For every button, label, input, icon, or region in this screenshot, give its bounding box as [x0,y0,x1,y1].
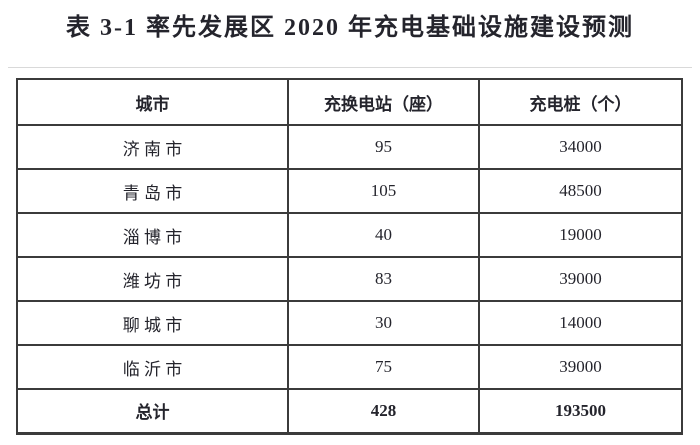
piles-cell: 39000 [478,344,683,390]
piles-cell: 39000 [478,256,683,302]
total-row: 总计 428 193500 [16,388,683,435]
forecast-table: 城市 充换电站（座） 充电桩（个） 济 南 市 95 34000 青 岛 市 1… [16,78,683,435]
stations-cell: 95 [287,124,480,170]
table-caption: 表 3-1 率先发展区 2020 年充电基础设施建设预测 [66,15,634,41]
piles-cell: 48500 [478,168,683,214]
piles-cell: 19000 [478,212,683,258]
total-stations-cell: 428 [287,388,480,435]
column-header-stations: 充换电站（座） [287,78,480,126]
city-cell: 济 南 市 [16,124,289,170]
city-cell: 聊 城 市 [16,300,289,346]
stations-cell: 83 [287,256,480,302]
scan-artifact-line [8,67,692,68]
table-row: 聊 城 市 30 14000 [16,300,683,346]
stations-cell: 75 [287,344,480,390]
table-row: 淄 博 市 40 19000 [16,212,683,258]
city-cell: 潍 坊 市 [16,256,289,302]
column-header-piles: 充电桩（个） [478,78,683,126]
total-label-cell: 总计 [16,388,289,435]
stations-cell: 30 [287,300,480,346]
stations-cell: 105 [287,168,480,214]
city-cell: 青 岛 市 [16,168,289,214]
city-cell: 淄 博 市 [16,212,289,258]
table-row: 济 南 市 95 34000 [16,124,683,170]
piles-cell: 14000 [478,300,683,346]
table-row: 潍 坊 市 83 39000 [16,256,683,302]
stations-cell: 40 [287,212,480,258]
column-header-city: 城市 [16,78,289,126]
city-cell: 临 沂 市 [16,344,289,390]
table-row: 青 岛 市 105 48500 [16,168,683,214]
piles-cell: 34000 [478,124,683,170]
total-piles-cell: 193500 [478,388,683,435]
table-row: 临 沂 市 75 39000 [16,344,683,390]
header-row: 城市 充换电站（座） 充电桩（个） [16,78,683,126]
